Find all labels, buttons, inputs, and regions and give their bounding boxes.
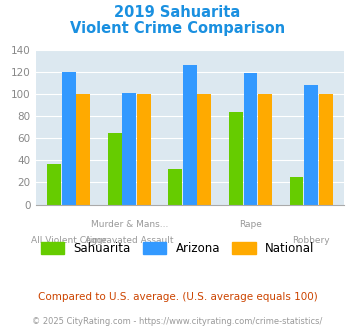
- Text: Robbery: Robbery: [292, 236, 330, 245]
- Bar: [137, 94, 151, 205]
- Text: © 2025 CityRating.com - https://www.cityrating.com/crime-statistics/: © 2025 CityRating.com - https://www.city…: [32, 317, 323, 326]
- Text: Rape: Rape: [239, 220, 262, 229]
- Text: Aggravated Assault: Aggravated Assault: [85, 236, 174, 245]
- Bar: [168, 169, 182, 205]
- Bar: [229, 112, 243, 205]
- Bar: [47, 164, 61, 205]
- Bar: [108, 133, 122, 205]
- Text: Violent Crime Comparison: Violent Crime Comparison: [70, 21, 285, 36]
- Bar: [244, 73, 257, 205]
- Bar: [319, 94, 333, 205]
- Bar: [62, 72, 76, 205]
- Text: Murder & Mans...: Murder & Mans...: [91, 220, 168, 229]
- Text: Compared to U.S. average. (U.S. average equals 100): Compared to U.S. average. (U.S. average …: [38, 292, 317, 302]
- Bar: [304, 85, 318, 205]
- Bar: [76, 94, 90, 205]
- Bar: [290, 177, 304, 205]
- Legend: Sahuarita, Arizona, National: Sahuarita, Arizona, National: [36, 237, 319, 259]
- Bar: [258, 94, 272, 205]
- Text: All Violent Crime: All Violent Crime: [31, 236, 107, 245]
- Text: 2019 Sahuarita: 2019 Sahuarita: [114, 5, 241, 20]
- Bar: [197, 94, 212, 205]
- Bar: [183, 65, 197, 205]
- Bar: [122, 93, 136, 205]
